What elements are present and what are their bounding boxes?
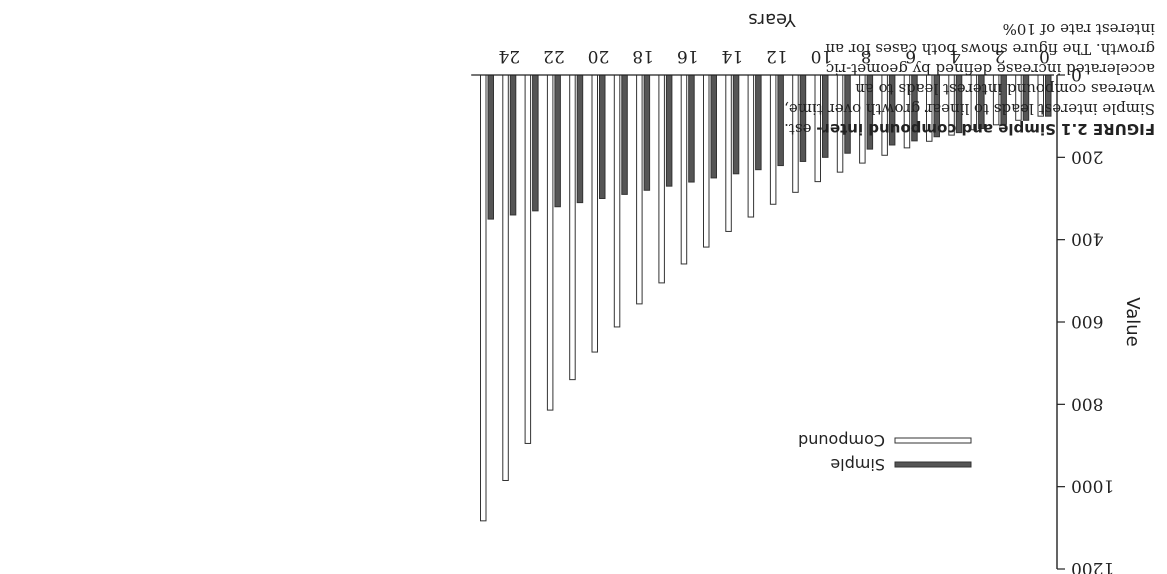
bar-compound-year-15 (703, 74, 710, 248)
x-tick-label: 24 (498, 46, 520, 66)
legend-swatch-compound (894, 437, 972, 444)
figure-caption: FIGURE 2.1 Simple and compound inter- es… (769, 19, 1155, 139)
bar-simple-year-19 (621, 74, 628, 195)
y-tick-label: 1000 (1071, 476, 1114, 496)
legend-label-compound: Compound (798, 431, 885, 450)
y-tick-label: 800 (1071, 393, 1103, 413)
y-axis-title: Value (1122, 297, 1143, 346)
bar-compound-year-19 (613, 74, 621, 328)
caption-label: FIGURE 2.1 Simple and compound inter- (816, 120, 1155, 138)
bar-simple-year-14 (732, 74, 740, 175)
y-tick-label: 400 (1071, 229, 1103, 249)
bar-compound-year-25 (480, 74, 487, 522)
x-tick-label: 8 (861, 46, 872, 66)
bar-compound-year-13 (747, 74, 755, 218)
bar-compound-year-23 (524, 74, 532, 444)
bar-simple-year-23 (532, 74, 539, 212)
x-tick-label: 16 (677, 46, 699, 66)
bar-simple-year-15 (710, 74, 717, 179)
bar-simple-year-25 (487, 74, 494, 220)
bar-simple-year-21 (576, 74, 584, 204)
legend-label-simple: Simple (830, 455, 885, 474)
bar-compound-year-24 (502, 74, 509, 481)
x-tick-label: 6 (905, 46, 916, 66)
legend: Simple Compound (798, 431, 972, 474)
y-tick-label: 600 (1071, 311, 1103, 331)
x-tick-label: 20 (588, 46, 610, 66)
bar-simple-year-22 (554, 74, 561, 208)
y-tick-label: 200 (1071, 146, 1103, 166)
x-tick-label: 4 (950, 46, 961, 66)
bar-compound-year-21 (569, 74, 576, 381)
x-tick-label: 14 (721, 46, 743, 66)
bar-simple-year-20 (599, 74, 606, 199)
bars-group (480, 74, 1052, 522)
y-ticks: 0 200 400 600 800 1000 1200 (1057, 64, 1114, 574)
y-tick-label: 1200 (1071, 558, 1114, 574)
x-tick-label: 12 (766, 46, 788, 66)
legend-swatch-simple (894, 461, 972, 468)
y-tick-label: 0 (1071, 64, 1082, 84)
x-axis-title: Years (748, 9, 797, 30)
bar-simple-year-17 (665, 74, 673, 187)
x-tick-label: 10 (811, 46, 833, 66)
bar-compound-year-14 (725, 74, 732, 232)
bar-compound-year-20 (591, 74, 598, 353)
bar-compound-year-22 (546, 74, 554, 411)
x-tick-label: 22 (543, 46, 565, 66)
x-tick-label: 0 (1039, 46, 1050, 66)
bar-compound-year-16 (680, 74, 688, 265)
x-tick-label: 2 (994, 46, 1005, 66)
bar-simple-year-24 (509, 74, 517, 216)
bar-compound-year-18 (636, 74, 643, 305)
x-tick-label: 18 (632, 46, 654, 66)
bar-compound-year-17 (658, 74, 665, 284)
bar-simple-year-13 (755, 74, 762, 171)
bar-simple-year-18 (643, 74, 651, 191)
bar-simple-year-16 (688, 74, 695, 183)
